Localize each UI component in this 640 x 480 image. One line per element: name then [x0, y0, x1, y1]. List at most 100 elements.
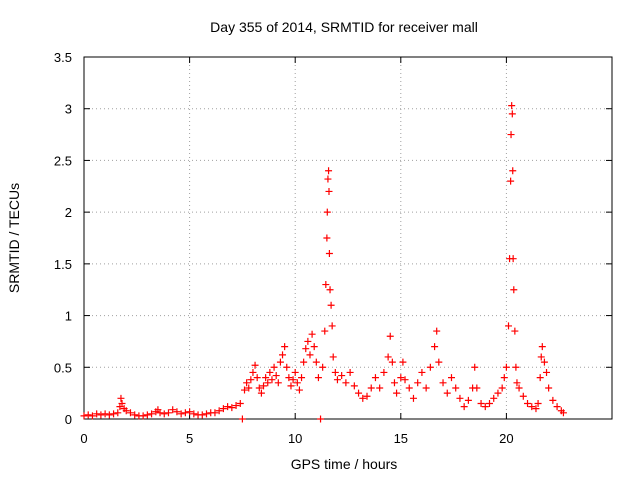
data-point — [321, 327, 329, 335]
data-point — [431, 343, 439, 351]
data-point — [515, 384, 523, 392]
data-point — [367, 384, 375, 392]
data-point — [325, 167, 333, 175]
chart-title: Day 355 of 2014, SRMTID for receiver mal… — [210, 19, 478, 35]
data-point — [323, 208, 331, 216]
y-tick-label: 0.5 — [54, 360, 72, 375]
data-point — [285, 374, 293, 382]
x-tick-label: 0 — [80, 431, 87, 446]
data-point — [317, 415, 325, 423]
data-point — [414, 379, 422, 387]
data-point — [325, 187, 333, 195]
data-point — [110, 410, 118, 418]
data-point — [257, 389, 265, 397]
data-point — [260, 382, 268, 390]
data-point — [328, 322, 336, 330]
data-point — [264, 379, 272, 387]
data-point — [298, 374, 306, 382]
data-point — [443, 389, 451, 397]
data-point — [327, 301, 335, 309]
tick-labels: 0 0.5 1 1.5 2 2.5 3 3.5 0 5 10 15 20 — [54, 50, 514, 446]
data-point — [494, 389, 502, 397]
data-point — [219, 405, 227, 413]
data-point — [262, 374, 270, 382]
data-point — [289, 376, 297, 384]
data-point — [117, 394, 125, 402]
x-axis-label: GPS time / hours — [291, 456, 398, 472]
data-point — [243, 379, 251, 387]
data-point — [177, 410, 185, 418]
data-point — [160, 410, 168, 418]
data-point — [232, 402, 240, 410]
data-point — [324, 175, 332, 183]
data-point — [559, 409, 567, 417]
data-point — [553, 403, 561, 411]
axis-ticks — [83, 56, 612, 420]
data-point — [502, 363, 510, 371]
x-tick-label: 20 — [499, 431, 513, 446]
data-point — [283, 363, 291, 371]
data-point — [426, 363, 434, 371]
plot-frame — [83, 56, 613, 420]
data-point — [471, 363, 479, 371]
data-point — [363, 392, 371, 400]
data-point — [326, 286, 334, 294]
data-point — [500, 374, 508, 382]
data-point — [509, 255, 517, 263]
data-point — [498, 384, 506, 392]
data-point — [105, 411, 113, 419]
data-point — [447, 374, 455, 382]
data-point — [300, 358, 308, 366]
data-point — [236, 399, 244, 407]
data-point — [507, 177, 515, 185]
data-point — [173, 408, 181, 416]
data-point — [143, 411, 151, 419]
data-point — [452, 384, 460, 392]
y-tick-label: 0 — [65, 412, 72, 427]
data-point — [114, 409, 122, 417]
data-point — [131, 411, 139, 419]
data-point — [510, 286, 518, 294]
data-point — [245, 384, 253, 392]
data-point — [329, 353, 337, 361]
data-point — [538, 343, 546, 351]
data-point — [118, 399, 126, 407]
data-point — [439, 379, 447, 387]
data-point — [486, 399, 494, 407]
data-point — [255, 384, 263, 392]
y-tick-label: 2.5 — [54, 153, 72, 168]
data-point — [249, 368, 257, 376]
data-point — [101, 410, 109, 418]
data-point — [276, 358, 284, 366]
data-point — [477, 399, 485, 407]
data-point — [338, 372, 346, 380]
data-point — [418, 368, 426, 376]
data-point — [464, 396, 472, 404]
x-tick-label: 15 — [394, 431, 408, 446]
data-point — [456, 394, 464, 402]
y-tick-label: 1 — [65, 309, 72, 324]
data-point — [342, 379, 350, 387]
data-point — [310, 343, 318, 351]
data-point — [490, 394, 498, 402]
data-point — [359, 394, 367, 402]
data-point — [253, 374, 261, 382]
data-point — [308, 330, 316, 338]
data-point — [512, 363, 520, 371]
data-point — [331, 368, 339, 376]
data-point — [238, 415, 246, 423]
data-point — [460, 403, 468, 411]
y-tick-label: 3 — [65, 102, 72, 117]
data-point — [350, 382, 358, 390]
data-point — [481, 403, 489, 411]
data-point — [519, 392, 527, 400]
data-point — [549, 396, 557, 404]
data-point — [215, 407, 223, 415]
x-tick-label: 5 — [186, 431, 193, 446]
data-point — [304, 337, 312, 345]
data-point — [384, 353, 392, 361]
data-point — [508, 110, 516, 118]
y-axis-label: SRMTID / TECUs — [6, 183, 22, 293]
data-point — [148, 410, 156, 418]
